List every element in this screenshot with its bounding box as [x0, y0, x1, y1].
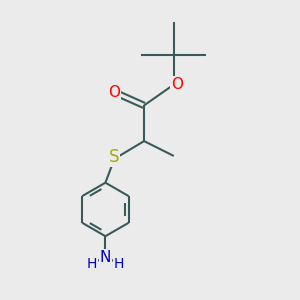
- Text: H: H: [114, 257, 124, 272]
- Text: S: S: [109, 148, 120, 166]
- Text: H: H: [87, 257, 97, 272]
- Text: O: O: [108, 85, 120, 100]
- Text: O: O: [171, 77, 183, 92]
- Text: N: N: [100, 250, 111, 265]
